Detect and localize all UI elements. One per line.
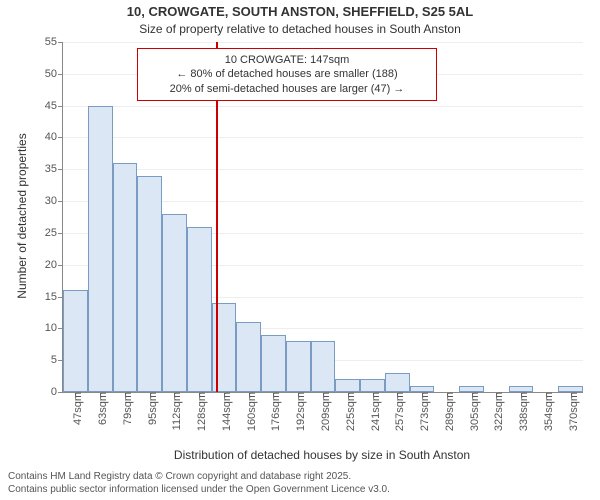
gridline [63, 42, 583, 43]
xtick-label: 273sqm [413, 392, 431, 431]
x-axis-label: Distribution of detached houses by size … [62, 448, 582, 462]
ytick-label: 10 [45, 322, 63, 334]
xtick-label: 322sqm [487, 392, 505, 431]
histogram-bar [286, 341, 311, 392]
xtick-label: 338sqm [512, 392, 530, 431]
footer-attribution: Contains HM Land Registry data © Crown c… [8, 471, 390, 496]
annotation-line2: ← 80% of detached houses are smaller (18… [146, 67, 428, 81]
xtick-label: 112sqm [165, 392, 183, 430]
y-axis-label: Number of detached properties [15, 41, 29, 391]
gridline [63, 106, 583, 107]
gridline [63, 137, 583, 138]
xtick-label: 370sqm [562, 392, 580, 431]
histogram-bar [558, 386, 583, 392]
ytick-label: 55 [45, 36, 63, 48]
chart-container: 10, CROWGATE, SOUTH ANSTON, SHEFFIELD, S… [0, 0, 600, 500]
xtick-label: 79sqm [116, 392, 134, 425]
xtick-label: 63sqm [91, 392, 109, 425]
xtick-label: 144sqm [215, 392, 233, 431]
xtick-label: 160sqm [240, 392, 258, 431]
ytick-label: 35 [45, 163, 63, 175]
histogram-bar [162, 214, 187, 392]
xtick-label: 225sqm [339, 392, 357, 431]
xtick-label: 209sqm [314, 392, 332, 431]
chart-title-sub: Size of property relative to detached ho… [0, 22, 600, 36]
gridline [63, 169, 583, 170]
histogram-bar [261, 335, 286, 392]
annotation-line3: 20% of semi-detached houses are larger (… [146, 82, 428, 96]
ytick-label: 15 [45, 291, 63, 303]
chart-title-main: 10, CROWGATE, SOUTH ANSTON, SHEFFIELD, S… [0, 4, 600, 19]
annotation-line1: 10 CROWGATE: 147sqm [146, 53, 428, 67]
histogram-bar [335, 379, 360, 392]
histogram-bar [459, 386, 484, 392]
xtick-label: 176sqm [264, 392, 282, 431]
ytick-label: 20 [45, 259, 63, 271]
histogram-bar [88, 106, 113, 392]
xtick-label: 192sqm [289, 392, 307, 431]
xtick-label: 305sqm [463, 392, 481, 431]
xtick-label: 128sqm [190, 392, 208, 431]
xtick-label: 257sqm [388, 392, 406, 431]
ytick-label: 45 [45, 100, 63, 112]
annotation-box: 10 CROWGATE: 147sqm ← 80% of detached ho… [137, 48, 437, 101]
ytick-label: 30 [45, 195, 63, 207]
histogram-bar [137, 176, 162, 392]
xtick-label: 47sqm [66, 392, 84, 425]
xtick-label: 95sqm [141, 392, 159, 425]
histogram-bar [410, 386, 435, 392]
histogram-bar [63, 290, 88, 392]
histogram-bar [311, 341, 336, 392]
histogram-bar [509, 386, 534, 392]
histogram-bar [385, 373, 410, 392]
ytick-label: 25 [45, 227, 63, 239]
xtick-label: 354sqm [537, 392, 555, 431]
ytick-label: 50 [45, 68, 63, 80]
ytick-label: 40 [45, 131, 63, 143]
histogram-bar [113, 163, 138, 392]
footer-line1: Contains HM Land Registry data © Crown c… [8, 471, 390, 484]
histogram-bar [236, 322, 261, 392]
ytick-label: 5 [51, 354, 63, 366]
footer-line2: Contains public sector information licen… [8, 484, 390, 497]
plot-area: 10 CROWGATE: 147sqm ← 80% of detached ho… [62, 42, 583, 393]
histogram-bar [360, 379, 385, 392]
xtick-label: 289sqm [438, 392, 456, 431]
histogram-bar [187, 227, 212, 392]
xtick-label: 241sqm [364, 392, 382, 431]
ytick-label: 0 [51, 386, 63, 398]
